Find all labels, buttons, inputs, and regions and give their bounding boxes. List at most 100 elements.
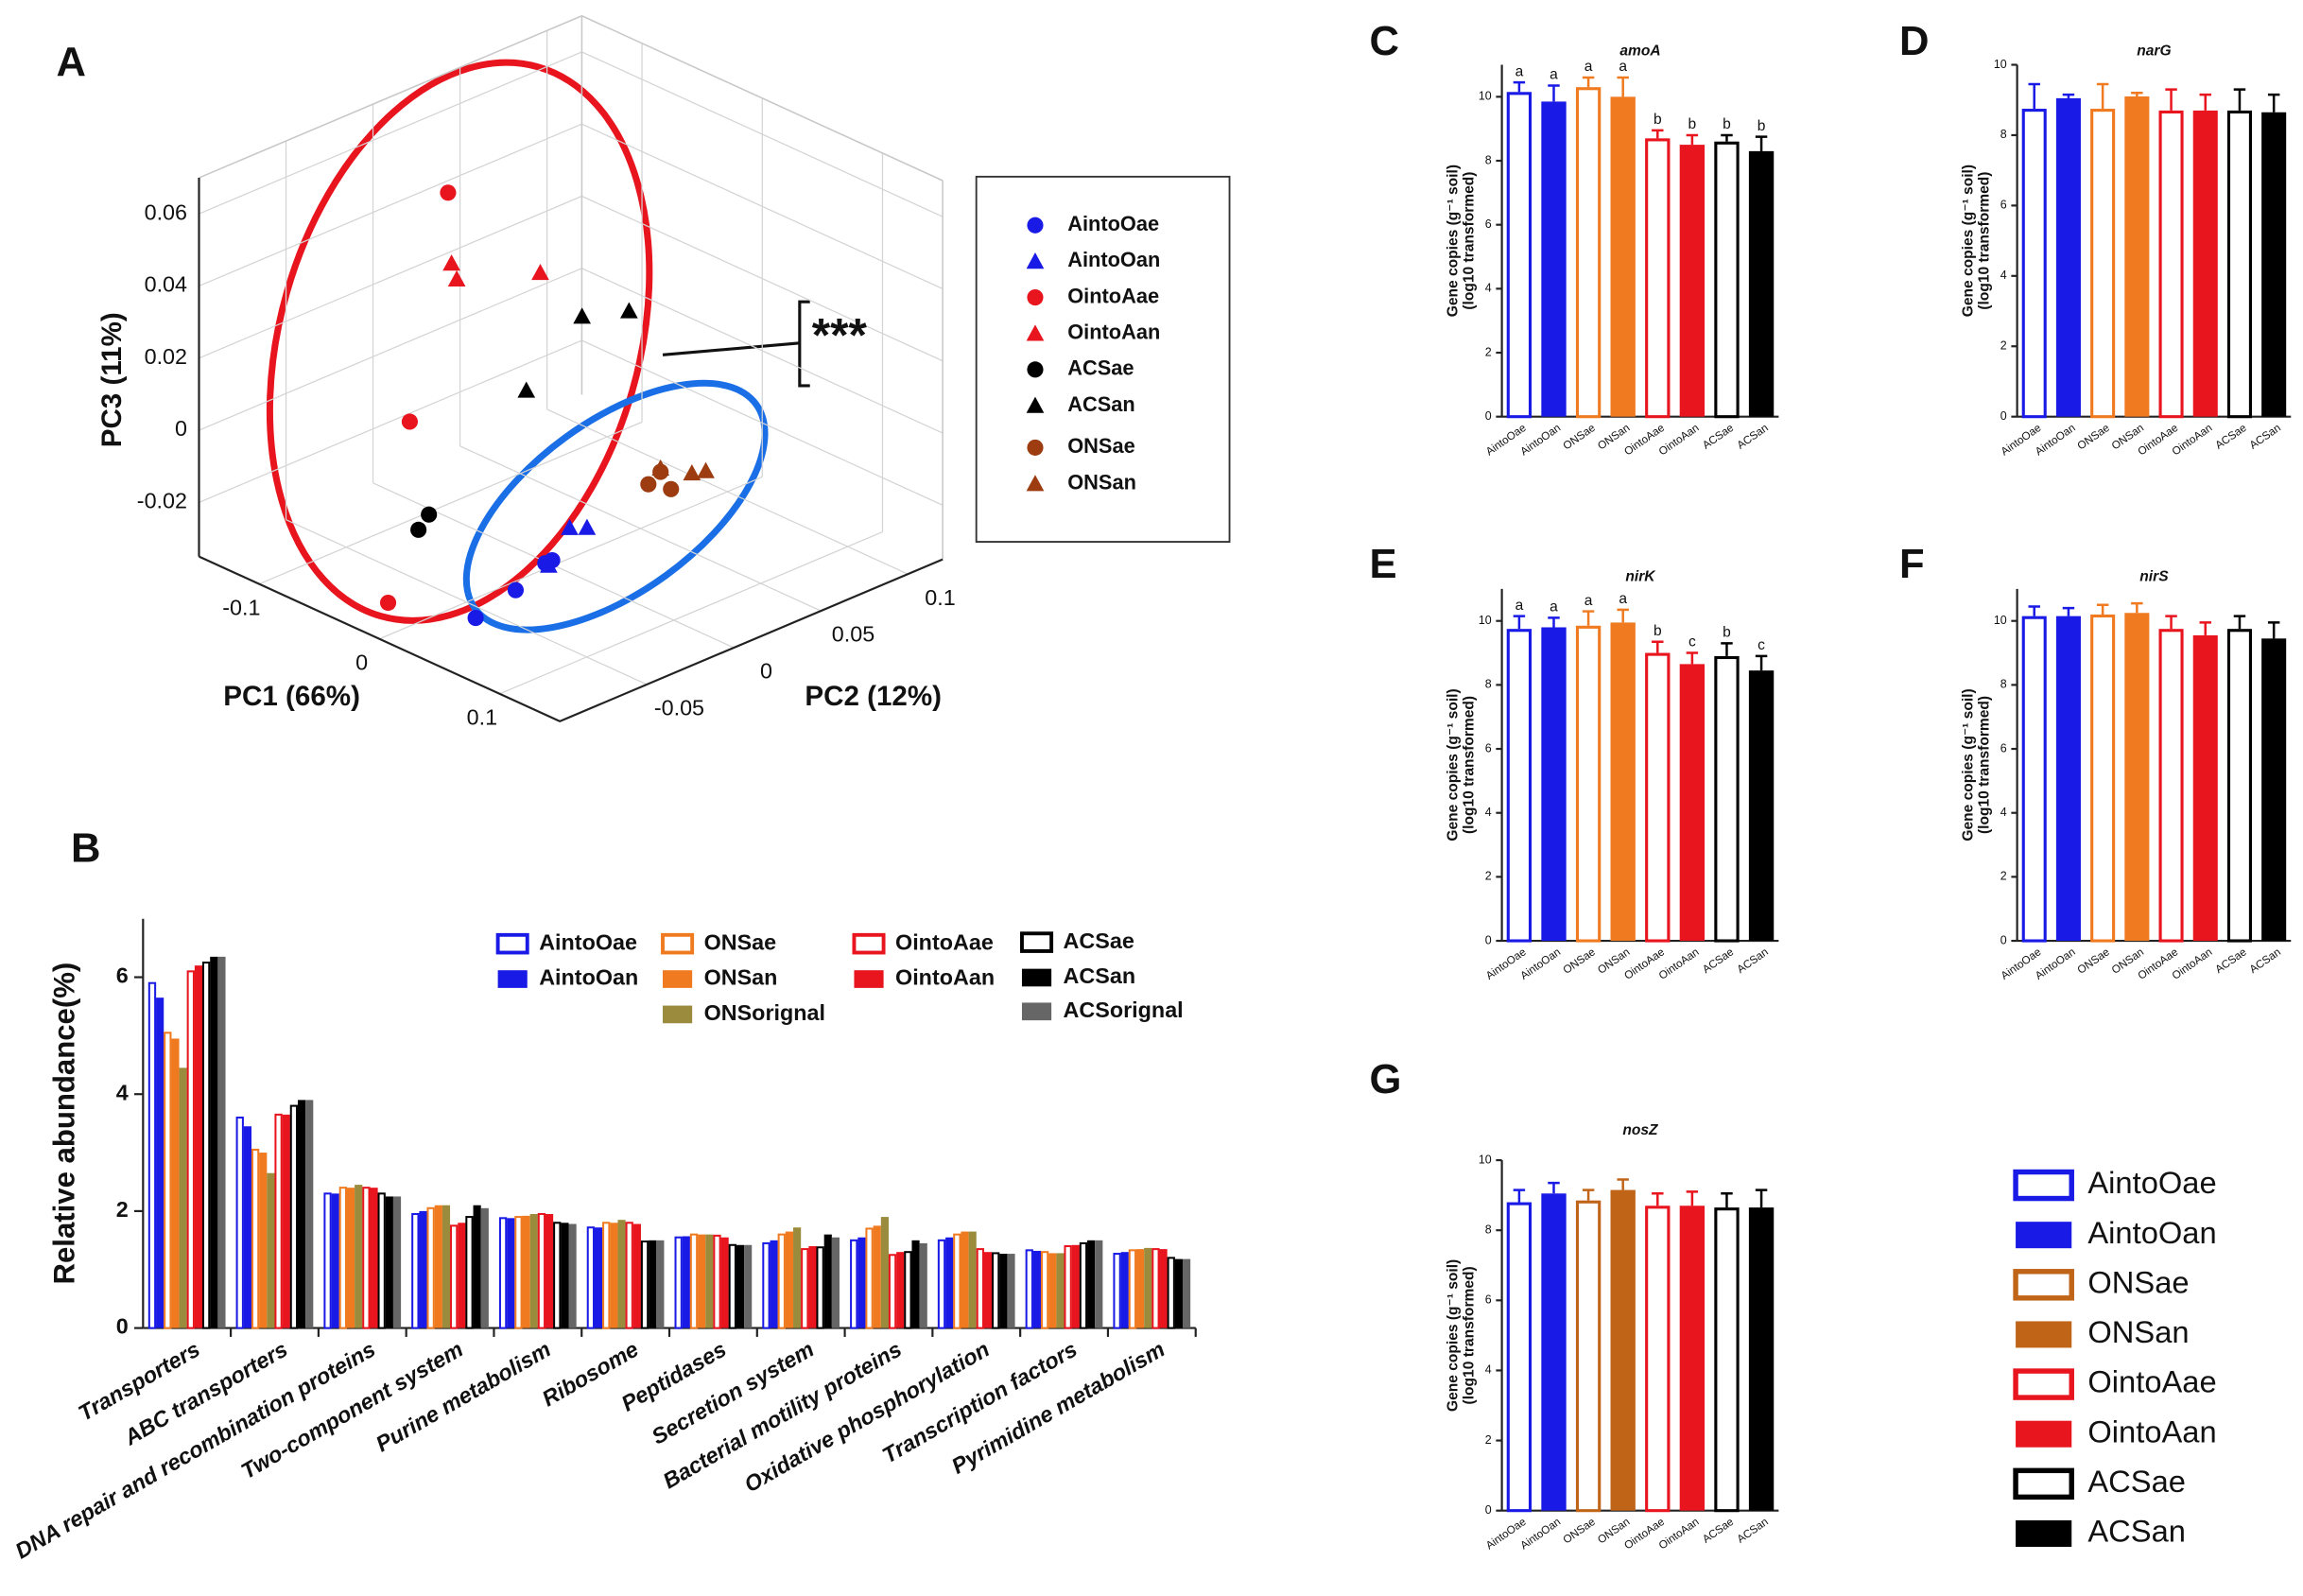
bar (297, 1100, 306, 1328)
bracket-line (662, 341, 800, 356)
bar (850, 1239, 858, 1329)
bar (1610, 1189, 1636, 1511)
bar (1575, 625, 1602, 943)
bar (1645, 652, 1671, 943)
bar (545, 1213, 554, 1328)
legend-swatch (661, 932, 695, 955)
legend-label: ACSae (1067, 356, 1134, 380)
bar (338, 1187, 348, 1329)
z-tick-label: 0.02 (145, 344, 187, 369)
legend-swatch (495, 932, 529, 955)
bar (1506, 92, 1532, 419)
legend-label: ONSae (704, 929, 777, 954)
bar (1714, 1207, 1740, 1513)
bar (2261, 112, 2287, 417)
bar (816, 1246, 824, 1329)
bar (705, 1234, 714, 1328)
bar (1610, 96, 1636, 417)
legend-swatch (854, 970, 884, 988)
point (440, 184, 457, 201)
bar (434, 1205, 442, 1328)
bar (976, 1248, 985, 1329)
y-tick-label: 2 (1485, 345, 1492, 358)
bar (2158, 629, 2184, 943)
significance-letter: a (1584, 59, 1593, 75)
error-bar (2267, 93, 2280, 113)
bar (2021, 616, 2047, 943)
bar (610, 1223, 618, 1328)
error-bar (1721, 1192, 1733, 1208)
axis-line (199, 555, 944, 723)
legend-label: AintoOan (539, 965, 638, 990)
grid-line (581, 195, 944, 362)
point (421, 506, 438, 523)
bar (1064, 1244, 1072, 1329)
grid-line (286, 519, 648, 685)
y-tick-label: 4 (2000, 269, 2007, 282)
bar (411, 1212, 420, 1329)
error-bar (1755, 1188, 1768, 1208)
legend-swatch (497, 970, 528, 988)
error-bar (1617, 608, 1629, 623)
bar (217, 956, 226, 1328)
bar (1144, 1247, 1152, 1328)
bar (1128, 1249, 1137, 1329)
bar (1714, 141, 1740, 419)
legend-label: ACSan (1064, 963, 1136, 988)
bar (586, 1226, 596, 1329)
significance-letter: b (1654, 623, 1662, 639)
bar (1087, 1240, 1096, 1328)
bar (561, 1223, 569, 1328)
bar (164, 1032, 172, 1329)
error-bar (2062, 93, 2075, 98)
bar (1048, 1253, 1057, 1328)
bar (2090, 614, 2116, 943)
y-tick-label: 0 (1485, 409, 1492, 423)
bar (632, 1223, 641, 1328)
grid-line (199, 339, 582, 503)
significance: *** (812, 308, 868, 361)
bar (210, 956, 218, 1328)
bar (274, 1113, 283, 1329)
bar (1025, 1249, 1033, 1329)
bar (857, 1237, 866, 1328)
bar (880, 1217, 889, 1328)
y-tick-label: 8 (1485, 678, 1492, 691)
bar (171, 1038, 180, 1328)
bar (744, 1244, 753, 1328)
grid-line (581, 51, 944, 217)
bar (194, 965, 203, 1328)
grid-line (499, 530, 883, 695)
error-bar (1721, 133, 1733, 142)
error-bar (1652, 129, 1664, 139)
z-tick-label: 0.04 (145, 272, 187, 297)
bar (785, 1231, 794, 1328)
bar (243, 1126, 252, 1328)
bar (1506, 629, 1532, 943)
bar (1541, 1193, 1567, 1511)
error-bar (1513, 1188, 1526, 1203)
bar (1152, 1248, 1160, 1329)
bar (1040, 1251, 1049, 1329)
bar (1182, 1258, 1191, 1328)
bar (2158, 110, 2184, 419)
bar (831, 1237, 840, 1328)
error-bar (2096, 603, 2109, 615)
panel-letter: A (56, 40, 85, 85)
bar (1610, 622, 1636, 942)
bar (186, 970, 195, 1329)
bar (498, 1217, 508, 1329)
error-bar (2165, 615, 2177, 630)
legend-label: OintoAae (2087, 1364, 2216, 1399)
y-tick-label: 6 (2000, 199, 2007, 212)
legend-label: ACSae (1064, 928, 1134, 953)
bar (377, 1192, 386, 1329)
y-tick-label: 2 (2000, 870, 2007, 883)
bar (1120, 1252, 1129, 1328)
bar (507, 1218, 515, 1328)
point (651, 459, 670, 477)
bar (594, 1227, 603, 1328)
y-tick-label: 8 (1485, 153, 1492, 166)
group-ellipse (266, 59, 653, 624)
